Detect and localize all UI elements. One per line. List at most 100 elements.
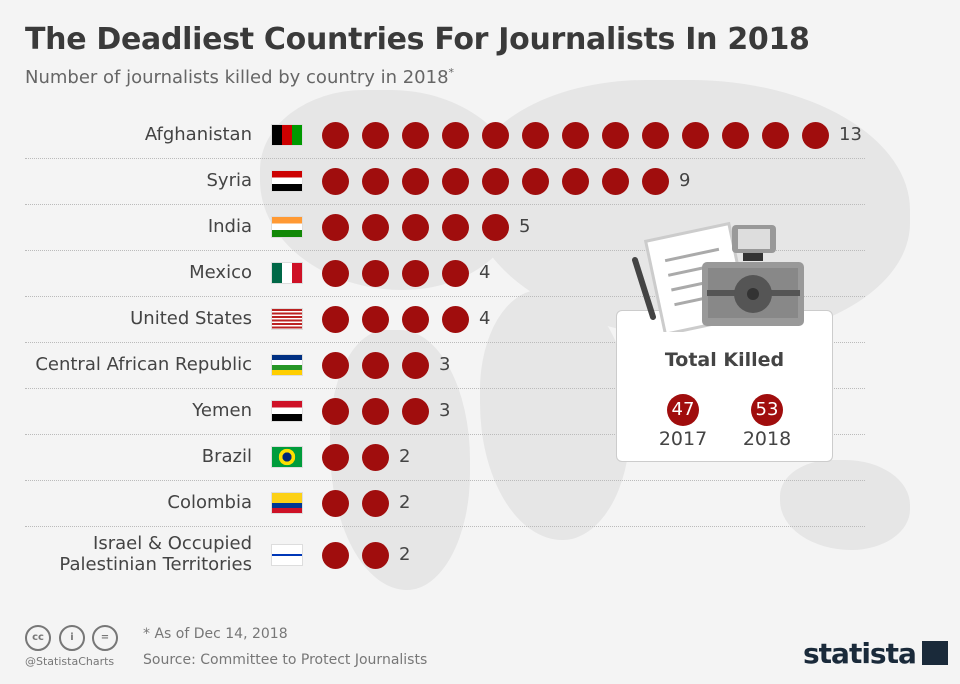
world-map-background <box>480 290 630 540</box>
data-dot <box>642 168 669 195</box>
flag-icon <box>272 309 302 329</box>
row-label-line: Colombia <box>167 491 252 513</box>
row-label: Central African Republic <box>35 354 252 375</box>
row-label-line: Mexico <box>189 261 252 283</box>
value-label: 3 <box>439 400 451 421</box>
source: Source: Committee to Protect Journalists <box>143 652 428 668</box>
data-dot <box>362 168 389 195</box>
row-label: Afghanistan <box>145 124 252 145</box>
row-label: United States <box>130 308 252 329</box>
row-separator <box>25 296 865 297</box>
row-label-line: Syria <box>206 169 252 191</box>
row-separator <box>25 204 865 205</box>
data-dot <box>402 214 429 241</box>
flag-icon <box>272 355 302 375</box>
data-dot <box>402 168 429 195</box>
data-dot <box>442 214 469 241</box>
row-label-line: Afghanistan <box>144 123 252 145</box>
creative-commons-icon: cc <box>25 625 51 651</box>
world-map-background <box>330 330 470 590</box>
value-label: 3 <box>439 354 451 375</box>
flag-icon <box>272 447 302 467</box>
data-dot <box>482 168 509 195</box>
footnote: * As of Dec 14, 2018 <box>143 626 288 642</box>
data-dot <box>362 444 389 471</box>
chart-subtitle: Number of journalists killed by country … <box>25 66 454 88</box>
data-dot <box>322 122 349 149</box>
data-dot <box>402 352 429 379</box>
data-dot <box>322 398 349 425</box>
data-dot <box>442 168 469 195</box>
row-separator <box>25 480 865 481</box>
data-dot <box>322 444 349 471</box>
data-dot <box>602 122 629 149</box>
flag-icon <box>272 401 302 421</box>
row-label: Yemen <box>192 400 252 421</box>
data-dot <box>802 122 829 149</box>
camera-and-notepad-icon <box>632 222 804 332</box>
value-label: 5 <box>519 216 531 237</box>
subtitle-footnote-mark: * <box>448 66 455 79</box>
total-killed-box: Total Killed 47 2017 53 2018 <box>616 310 833 462</box>
row-separator <box>25 158 865 159</box>
data-dot <box>322 490 349 517</box>
data-dot <box>522 122 549 149</box>
statista-logo[interactable]: statista <box>803 637 948 670</box>
data-dot <box>442 260 469 287</box>
value-label: 4 <box>479 262 491 283</box>
total-2018-year: 2018 <box>742 428 792 450</box>
row-label: Mexico <box>189 262 252 283</box>
twitter-handle[interactable]: @StatistaCharts <box>25 655 115 668</box>
data-dot <box>322 260 349 287</box>
row-label-line: Israel & Occupied <box>93 533 252 554</box>
flag-icon <box>272 217 302 237</box>
row-separator <box>25 526 865 527</box>
data-dot <box>442 122 469 149</box>
data-dot <box>322 352 349 379</box>
data-dot <box>322 306 349 333</box>
no-derivatives-icon: = <box>92 625 118 651</box>
row-label-line: Brazil <box>201 445 252 467</box>
flag-icon <box>272 493 302 513</box>
data-dot <box>642 122 669 149</box>
row-label: Brazil <box>202 446 252 467</box>
row-separator <box>25 342 865 343</box>
value-label: 2 <box>399 492 411 513</box>
value-label: 9 <box>679 170 691 191</box>
row-label: Israel & Occupied Palestinian Territories <box>59 533 252 575</box>
row-label-line: Central African Republic <box>35 353 252 375</box>
data-dot <box>722 122 749 149</box>
data-dot <box>362 214 389 241</box>
row-label: Colombia <box>167 492 252 513</box>
value-label: 4 <box>479 308 491 329</box>
row-separator <box>25 250 865 251</box>
statista-wordmark: statista <box>803 637 917 670</box>
flag-icon <box>272 263 302 283</box>
data-dot <box>522 168 549 195</box>
data-dot <box>402 398 429 425</box>
value-label: 13 <box>839 124 862 145</box>
data-dot <box>442 306 469 333</box>
data-dot <box>362 398 389 425</box>
world-map-background <box>780 460 910 550</box>
data-dot <box>482 122 509 149</box>
data-dot <box>322 542 349 569</box>
data-dot <box>562 168 589 195</box>
data-dot <box>322 168 349 195</box>
row-label-line: India <box>207 215 252 237</box>
flag-icon <box>272 125 302 145</box>
data-dot <box>402 306 429 333</box>
row-label-line: United States <box>130 307 252 329</box>
data-dot <box>602 168 629 195</box>
data-dot <box>562 122 589 149</box>
row-label-line: Palestinian Territories <box>59 554 252 575</box>
row-separator <box>25 388 865 389</box>
flag-icon <box>272 545 302 565</box>
statista-mark-icon <box>921 641 948 665</box>
data-dot <box>482 214 509 241</box>
row-label: Syria <box>206 170 252 191</box>
data-dot <box>762 122 789 149</box>
data-dot <box>362 260 389 287</box>
row-label: India <box>208 216 252 237</box>
